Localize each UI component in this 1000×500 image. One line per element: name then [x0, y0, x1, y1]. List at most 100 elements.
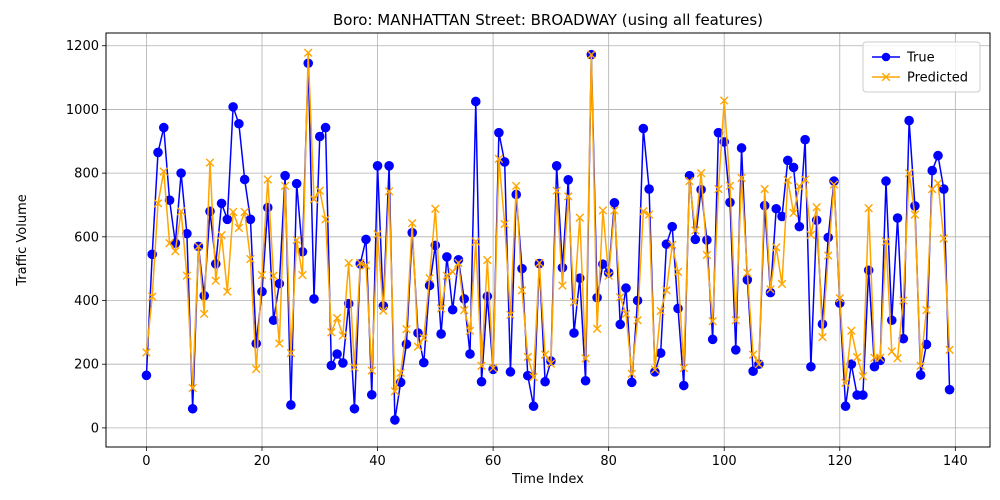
data-point-true: [517, 263, 527, 274]
data-point-predicted: [708, 316, 717, 326]
y-tick-label: 0: [91, 421, 99, 436]
series-predicted: [142, 48, 954, 396]
data-point-predicted: [714, 184, 723, 194]
legend-box: [862, 41, 981, 93]
data-point-true: [459, 294, 470, 304]
data-point-true: [482, 291, 493, 302]
data-point-predicted: [673, 267, 683, 277]
data-point-predicted: [592, 324, 602, 334]
series-layer: [141, 48, 955, 425]
data-point-true: [707, 334, 718, 345]
data-point-predicted: [240, 207, 249, 217]
data-point-true: [291, 178, 302, 189]
data-point-predicted: [517, 286, 527, 295]
data-point-true: [886, 315, 897, 326]
data-point-predicted: [540, 350, 550, 359]
x-tick-label: 0: [142, 454, 150, 469]
data-point-predicted: [858, 372, 868, 381]
data-point-predicted: [171, 246, 180, 256]
data-point-predicted: [159, 167, 169, 176]
data-point-predicted: [696, 168, 706, 178]
data-point-predicted: [355, 258, 365, 268]
data-point-predicted: [303, 48, 313, 58]
data-point-true: [338, 358, 348, 368]
data-point-predicted: [760, 184, 769, 194]
data-point-true: [245, 214, 256, 225]
data-point-predicted: [835, 293, 845, 303]
data-point-true: [505, 367, 516, 377]
data-point-true: [806, 361, 816, 372]
data-point-predicted: [823, 251, 833, 260]
data-point-predicted: [367, 366, 377, 375]
data-point-true: [239, 174, 250, 185]
data-point-predicted: [431, 204, 440, 214]
data-point-true: [465, 349, 475, 359]
legend-label-predicted: Predicted: [907, 71, 968, 86]
data-point-true: [372, 160, 383, 171]
data-point-predicted: [280, 181, 290, 191]
data-point-predicted: [569, 297, 579, 307]
data-point-predicted: [419, 333, 429, 343]
data-point-predicted: [205, 158, 215, 167]
data-point-true: [280, 170, 290, 181]
data-point-predicted: [904, 168, 914, 178]
data-point-predicted: [841, 378, 850, 387]
series-line-true: [145, 54, 951, 421]
data-point-predicted: [737, 173, 746, 183]
data-point-predicted: [563, 192, 573, 201]
y-tick-label: 200: [74, 358, 99, 373]
data-point-predicted: [251, 364, 261, 374]
data-point-predicted: [945, 345, 954, 355]
data-point-predicted: [165, 238, 174, 248]
data-point-predicted: [188, 383, 197, 393]
data-point-predicted: [147, 292, 157, 301]
data-point-true: [164, 195, 175, 205]
chart-title: Boro: MANHATTAN Street: BROADWAY (using …: [333, 11, 763, 29]
data-point-predicted: [477, 361, 486, 371]
data-point-true: [626, 377, 637, 388]
data-point-predicted: [662, 286, 671, 295]
y-tick-label: 600: [74, 230, 99, 245]
data-point-predicted: [777, 279, 787, 289]
data-point-predicted: [402, 324, 411, 334]
data-point-predicted: [321, 215, 330, 224]
data-point-predicted: [506, 310, 515, 320]
data-point-predicted: [344, 258, 353, 268]
data-point-true: [736, 143, 747, 153]
data-point-true: [840, 401, 851, 412]
data-point-predicted: [783, 175, 793, 185]
data-point-predicted: [615, 293, 625, 302]
data-point-predicted: [587, 50, 596, 59]
data-point-predicted: [338, 331, 348, 340]
data-point-predicted: [667, 240, 677, 250]
data-point-predicted: [812, 202, 821, 212]
x-tick-label: 40: [369, 454, 386, 469]
data-point-predicted: [806, 230, 816, 240]
data-point-predicted: [725, 181, 735, 191]
data-point-true: [563, 175, 574, 185]
data-point-predicted: [396, 368, 405, 378]
legend: True Predicted: [862, 41, 981, 93]
legend-marker-true: [881, 52, 891, 62]
data-point-predicted: [454, 258, 463, 268]
data-point-predicted: [471, 237, 481, 246]
data-point-true: [794, 221, 805, 232]
data-point-predicted: [881, 237, 891, 246]
data-point-true: [655, 348, 666, 358]
data-point-true: [262, 202, 273, 213]
y-axis-label: Traffic Volume: [15, 194, 30, 287]
data-point-predicted: [771, 243, 781, 252]
data-point-true: [361, 234, 371, 245]
data-point-predicted: [875, 353, 885, 363]
data-point-predicted: [488, 363, 498, 373]
data-point-predicted: [604, 271, 613, 280]
data-point-predicted: [309, 194, 319, 204]
plot-area-frame: [105, 32, 991, 448]
data-point-true: [915, 370, 926, 380]
data-point-true: [499, 157, 510, 167]
data-point-predicted: [627, 369, 637, 379]
y-tick-label: 1200: [66, 39, 99, 54]
data-point-true: [609, 197, 620, 208]
data-point-predicted: [691, 226, 700, 235]
